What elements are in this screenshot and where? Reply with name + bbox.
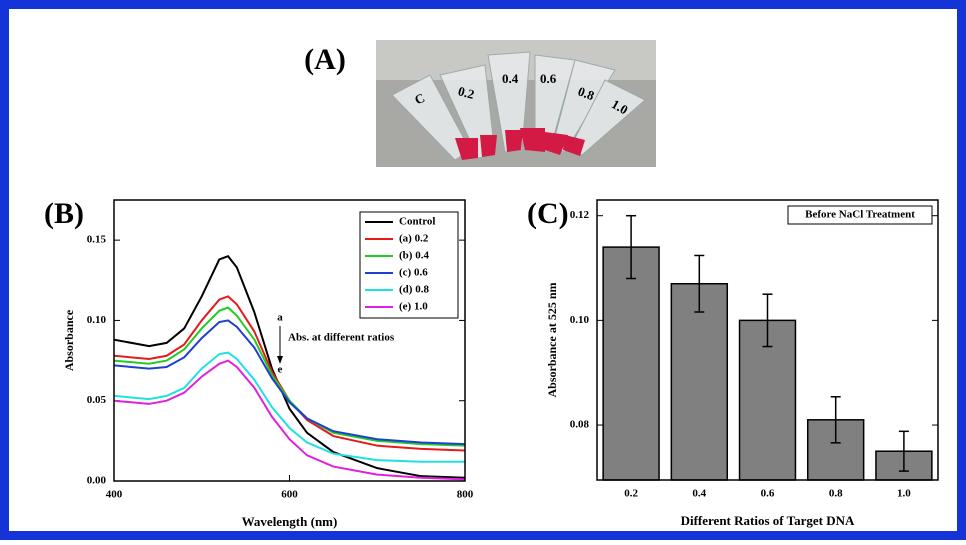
liquid [545, 132, 568, 155]
x-tick-label: 800 [457, 489, 474, 501]
legend-label: (c) 0.6 [399, 267, 428, 279]
y-axis-label: Absorbance [62, 309, 76, 371]
y-tick-label: 0.10 [570, 314, 590, 326]
photo-panel: (A) C 0.2 0.4 0.6 0.8 1.0 [304, 40, 656, 167]
legend-label: (a) 0.2 [399, 233, 429, 245]
annotation: Abs. at different ratios [288, 332, 395, 344]
tube-label: 0.6 [540, 71, 557, 86]
bar [670, 282, 729, 481]
line [113, 319, 466, 446]
bar [602, 246, 660, 481]
panel-label: (C) [527, 197, 569, 230]
line [113, 306, 466, 447]
x-tick-label: 600 [281, 489, 298, 501]
liquid [505, 130, 523, 152]
y-tick-label: 0.08 [570, 419, 590, 431]
tube [487, 51, 531, 153]
y-tick-label: 0.05 [87, 394, 107, 406]
annotation: a [277, 312, 283, 324]
tube-labels: C 0.2 0.4 0.6 0.8 1.0 [412, 71, 630, 117]
tube [569, 79, 646, 156]
y-tick-label: 0.15 [87, 234, 107, 246]
y-axis-label: Absorbance at 525 nm [545, 282, 559, 397]
plot-frame [596, 199, 939, 481]
plot-frame [113, 199, 466, 482]
panel-label: (B) [44, 197, 84, 230]
legend-label: Control [399, 216, 435, 228]
liquid [455, 138, 478, 160]
legend-label: (d) 0.8 [399, 284, 429, 296]
y-tick-label: 0.00 [87, 475, 107, 487]
x-axis-label: Different Ratios of Target DNA [681, 513, 855, 528]
x-axis-label: Wavelength (nm) [242, 514, 338, 529]
annotation-box [787, 205, 933, 225]
annotation: Before NaCl Treatment [805, 209, 915, 221]
tube-label: 1.0 [609, 96, 631, 117]
x-tick-label: 0.8 [829, 488, 843, 500]
x-tick-label: 0.2 [624, 488, 638, 500]
line [113, 351, 465, 463]
line [113, 295, 466, 452]
y-tick-label: 0.12 [570, 209, 590, 221]
legend-label: (b) 0.4 [399, 250, 429, 262]
line [113, 255, 466, 479]
annotation: e [278, 364, 283, 376]
tube-label: 0.8 [576, 84, 597, 104]
tube [551, 59, 616, 153]
line [113, 359, 466, 481]
x-tick-label: 0.6 [761, 488, 775, 500]
legend-label: (e) 1.0 [399, 301, 428, 313]
arrow-head [277, 356, 283, 364]
x-tick-label: 0.4 [692, 488, 706, 500]
tube-label: 0.4 [502, 71, 519, 86]
panel-label: (A) [304, 43, 346, 76]
liquid [520, 128, 545, 152]
liquid [563, 135, 585, 156]
x-tick-label: 400 [106, 489, 123, 501]
legend-box [359, 211, 459, 319]
y-tick-label: 0.10 [87, 314, 107, 326]
x-tick-label: 1.0 [897, 488, 911, 500]
liquid [480, 135, 497, 157]
tube-label: 0.2 [456, 83, 476, 102]
